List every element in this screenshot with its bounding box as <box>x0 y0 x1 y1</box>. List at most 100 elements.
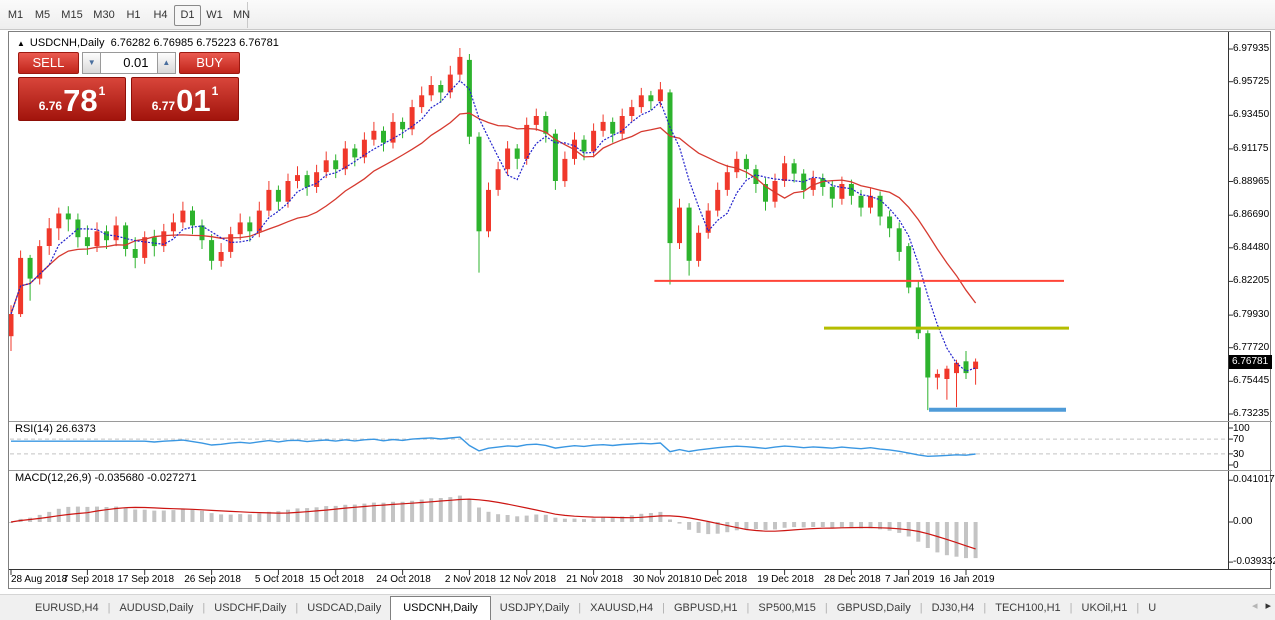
rsi-scale-label: 30 <box>1233 449 1245 460</box>
tab-separator: | <box>202 601 206 614</box>
date-tick-label: 16 Jan 2019 <box>939 574 995 585</box>
price-tick-label: 6.84480 <box>1233 242 1270 253</box>
price-tick-label: 6.93450 <box>1233 109 1270 120</box>
chart-tab-gbpusd-h1[interactable]: GBPUSD,H1 <box>673 601 738 614</box>
date-tick-label: 24 Oct 2018 <box>376 574 431 585</box>
buy-price-prefix: 6.77 <box>151 99 176 113</box>
timeframe-button-d1[interactable]: D1 <box>174 5 201 26</box>
chart-tab-usdcad-daily[interactable]: USDCAD,Daily <box>307 601 382 614</box>
price-axis-divider <box>1228 32 1229 569</box>
price-tick-label: 6.91175 <box>1233 143 1269 154</box>
date-axis-divider <box>9 569 1272 570</box>
timeframe-toolbar: M1 M5 M15 M30 H1 H4 D1 W1 MN <box>0 0 1275 30</box>
tabs-scroll-right-icon[interactable]: ▸ <box>1265 600 1271 612</box>
tabs-scroll-left-icon[interactable]: ◂ <box>1251 600 1258 612</box>
chart-tab-usdjpy-daily[interactable]: USDJPY,Daily <box>499 601 570 614</box>
chart-tab-u[interactable]: U <box>1148 601 1157 614</box>
macd-indicator-label: MACD(12,26,9) -0.035680 -0.027271 <box>15 472 197 484</box>
buy-price-pipette: 1 <box>211 84 219 98</box>
tab-separator: | <box>983 601 987 614</box>
sell-price-pipette: 1 <box>98 84 106 98</box>
current-price-badge: 6.76781 <box>1229 355 1272 369</box>
macd-scale-label: 0.00 <box>1233 516 1253 527</box>
price-tick-label: 6.82205 <box>1233 275 1270 286</box>
date-tick-label: 21 Nov 2018 <box>566 574 623 585</box>
chart-tab-ukoil-h1[interactable]: UKOil,H1 <box>1081 601 1128 614</box>
tab-separator: | <box>578 601 582 614</box>
price-tick-label: 6.97935 <box>1233 43 1270 54</box>
price-tick-label: 6.88965 <box>1233 176 1270 187</box>
chart-tab-tech100-h1[interactable]: TECH100,H1 <box>995 601 1061 614</box>
chart-window[interactable]: ▲ USDCNH,Daily 6.76282 6.76985 6.75223 6.… <box>8 31 1275 590</box>
date-tick-label: 28 Aug 2018 <box>11 574 68 585</box>
tab-separator: | <box>1069 601 1073 614</box>
timeframe-button-m15[interactable]: M15 <box>61 9 83 21</box>
buy-price-display[interactable]: 6.77 01 1 <box>131 77 239 121</box>
date-tick-label: 2 Nov 2018 <box>444 574 496 585</box>
rsi-scale-label: 0 <box>1233 460 1239 471</box>
lot-size-input[interactable]: 0.01 <box>101 52 157 74</box>
price-tick-label: 6.75445 <box>1233 375 1270 386</box>
tab-separator: | <box>295 601 299 614</box>
sell-button[interactable]: SELL <box>18 52 79 74</box>
date-tick-label: 5 Oct 2018 <box>254 574 304 585</box>
date-tick-label: 7 Sep 2018 <box>62 574 114 585</box>
timeframe-button-mn[interactable]: MN <box>232 9 251 21</box>
buy-button[interactable]: BUY <box>179 52 240 74</box>
candlestick-chart-canvas[interactable] <box>9 32 1272 590</box>
chart-tab-eurusd-h4[interactable]: EURUSD,H4 <box>35 601 99 614</box>
chart-tab-audusd-daily[interactable]: AUDUSD,Daily <box>119 601 194 614</box>
tab-separator: | <box>662 601 665 614</box>
date-tick-label: 7 Jan 2019 <box>884 574 935 585</box>
one-click-trade-panel: SELL ▼ 0.01 ▲ BUY 6.76 78 1 6.77 01 1 <box>18 52 240 121</box>
rsi-scale-label: 100 <box>1233 423 1250 434</box>
chart-tab-usdcnh-daily[interactable]: USDCNH,Daily <box>390 595 491 620</box>
chart-tab-dj30-h4[interactable]: DJ30,H4 <box>931 601 975 614</box>
timeframe-button-m5[interactable]: M5 <box>34 9 51 21</box>
toolbar-separator <box>247 2 248 28</box>
collapse-triangle-icon[interactable]: ▲ <box>17 39 25 48</box>
date-tick-label: 28 Dec 2018 <box>824 574 881 585</box>
tab-separator: | <box>919 601 923 614</box>
timeframe-button-w1[interactable]: W1 <box>206 9 223 21</box>
chart-tab-xauusd-h4[interactable]: XAUUSD,H4 <box>590 601 654 614</box>
chart-ohlc-values: 6.76282 6.76985 6.75223 6.76781 <box>110 37 279 49</box>
chart-tabs-bar: EURUSD,H4 | AUDUSD,Daily | USDCHF,Daily | USDC… <box>0 594 1275 620</box>
date-tick-label: 15 Oct 2018 <box>309 574 364 585</box>
date-tick-label: 30 Nov 2018 <box>633 574 690 585</box>
price-tick-label: 6.79930 <box>1233 309 1270 320</box>
timeframe-button-m30[interactable]: M30 <box>93 9 115 21</box>
timeframe-button-h1[interactable]: H1 <box>126 9 141 21</box>
rsi-indicator-label: RSI(14) 26.6373 <box>15 423 96 435</box>
chart-tab-gbpusd-daily[interactable]: GBPUSD,Daily <box>836 601 911 614</box>
chart-tab-sp500-m15[interactable]: SP500,M15 <box>758 601 816 614</box>
tab-separator: | <box>824 601 828 614</box>
buy-price-digits: 01 <box>176 83 211 118</box>
sell-price-digits: 78 <box>63 83 98 118</box>
rsi-scale-label: 70 <box>1233 434 1245 445</box>
macd-scale-label: -0.039332 <box>1233 556 1275 567</box>
lot-decrease-button[interactable]: ▼ <box>81 52 102 74</box>
panel-splitter-rsi[interactable] <box>9 421 1272 422</box>
lot-increase-button[interactable]: ▲ <box>156 52 177 74</box>
timeframe-button-m1[interactable]: M1 <box>7 9 24 21</box>
tab-separator: | <box>107 601 111 614</box>
tab-separator: | <box>746 601 750 614</box>
date-tick-label: 17 Sep 2018 <box>117 574 175 585</box>
macd-scale-label: 0.041017 <box>1233 474 1275 485</box>
date-tick-label: 26 Sep 2018 <box>184 574 241 585</box>
sell-price-display[interactable]: 6.76 78 1 <box>18 77 126 121</box>
chart-tab-usdchf-daily[interactable]: USDCHF,Daily <box>214 601 287 614</box>
price-tick-label: 6.86690 <box>1233 209 1270 220</box>
timeframe-button-h4[interactable]: H4 <box>153 9 168 21</box>
chart-title: ▲ USDCNH,Daily 6.76282 6.76985 6.75223 6.… <box>17 37 279 49</box>
date-tick-label: 10 Dec 2018 <box>690 574 748 585</box>
panel-splitter-macd[interactable] <box>9 470 1272 471</box>
price-tick-label: 6.73235 <box>1233 408 1270 419</box>
chart-symbol-period: USDCNH,Daily <box>29 37 105 49</box>
date-tick-label: 12 Nov 2018 <box>499 574 557 585</box>
price-tick-label: 6.77720 <box>1233 342 1270 353</box>
tab-separator: | <box>1136 601 1140 614</box>
sell-price-prefix: 6.76 <box>38 99 63 113</box>
